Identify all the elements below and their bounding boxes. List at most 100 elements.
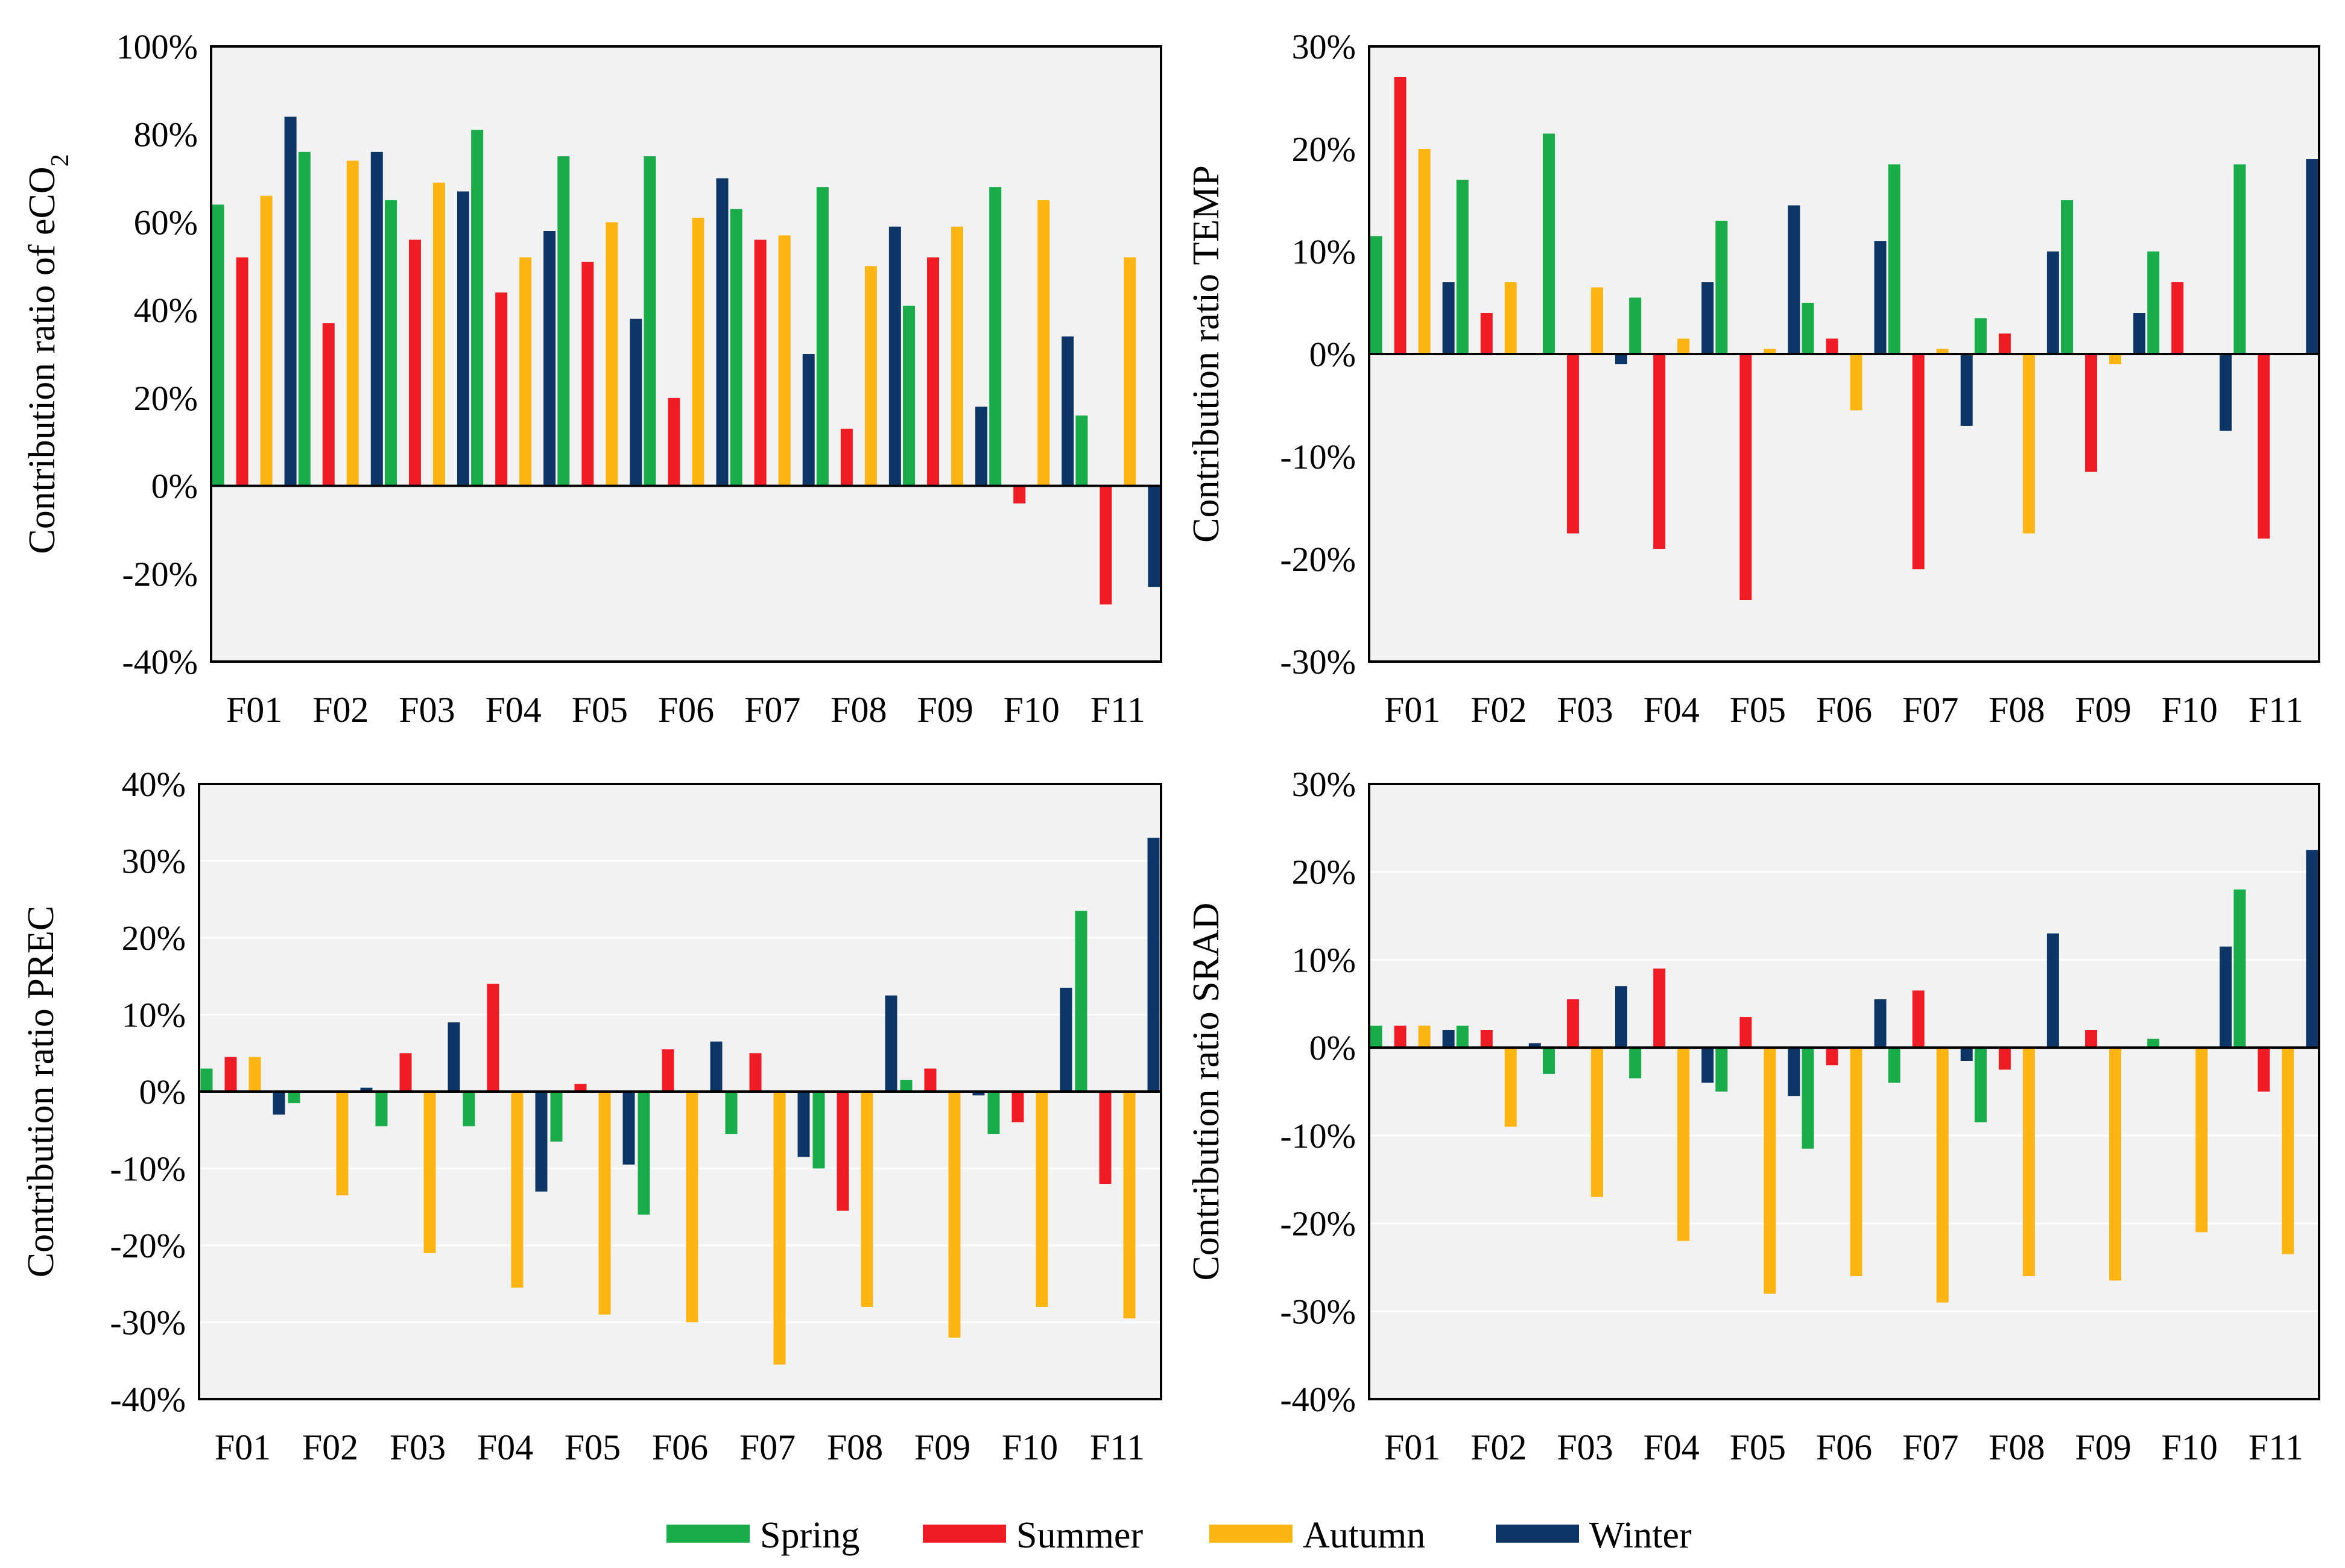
srad-xtick-label: F01 xyxy=(1384,1427,1440,1467)
srad-bar-summer-f06 xyxy=(1826,1048,1838,1066)
eco2-bar-summer-f11 xyxy=(1100,485,1112,605)
prec-plot-border xyxy=(198,783,1162,1400)
srad-plot-border xyxy=(1368,783,2320,1400)
prec-xtick-label: F01 xyxy=(215,1427,271,1467)
eco2-bar-winter-f05 xyxy=(630,318,642,486)
srad-xtick-label: F02 xyxy=(1470,1427,1527,1467)
temp-xtick-label: F10 xyxy=(2162,690,2218,730)
eco2-xtick-label: F05 xyxy=(572,690,628,730)
temp-bar-spring-f07 xyxy=(1888,164,1900,354)
prec-bar-autumn-f07 xyxy=(773,1092,786,1365)
prec-ytick-label: 10% xyxy=(122,996,186,1035)
eco2-xtick-label: F06 xyxy=(658,690,714,730)
prec-bar-spring-f04 xyxy=(463,1092,475,1127)
eco2-xtick-label: F09 xyxy=(917,690,973,730)
srad-bar-spring-f10 xyxy=(2147,1038,2160,1048)
srad-bar-spring-f02 xyxy=(1456,1025,1469,1048)
prec-bar-summer-f09 xyxy=(924,1068,937,1092)
prec-bar-spring-f05 xyxy=(550,1092,563,1142)
eco2-bar-spring-f10 xyxy=(989,187,1002,486)
prec-bar-winter-f06 xyxy=(710,1042,723,1092)
temp-ytick-label: 10% xyxy=(1292,232,1356,271)
temp-bar-winter-f04 xyxy=(1701,282,1714,354)
legend-swatch-summer xyxy=(923,1525,1006,1543)
temp-bar-spring-f01 xyxy=(1370,236,1382,354)
temp-bar-summer-f05 xyxy=(1739,354,1752,600)
srad-bar-spring-f05 xyxy=(1715,1048,1728,1092)
eco2-bar-winter-f02 xyxy=(370,151,383,486)
eco2-ylabel: Contribution ratio of eCO2 xyxy=(22,154,74,554)
temp-ylabel-text: Contribution ratio TEMP xyxy=(1186,165,1227,543)
prec-bar-autumn-f06 xyxy=(686,1092,698,1323)
eco2-ytick-label: 0% xyxy=(151,467,198,506)
srad-bar-spring-f08 xyxy=(1974,1048,1987,1122)
temp-bar-summer-f10 xyxy=(2171,282,2184,354)
srad-ytick-label: -20% xyxy=(1280,1204,1356,1244)
prec-xtick-label: F04 xyxy=(477,1427,533,1467)
legend-swatch-autumn xyxy=(1209,1525,1293,1543)
eco2-bar-spring-f04 xyxy=(471,130,484,486)
prec-xtick-label: F07 xyxy=(739,1427,796,1467)
temp-ytick-label: -10% xyxy=(1280,437,1356,476)
temp-xtick-label: F05 xyxy=(1730,690,1786,730)
legend-label-autumn: Autumn xyxy=(1303,1515,1425,1556)
temp-xtick-label: F03 xyxy=(1557,690,1613,730)
srad-bar-autumn-f08 xyxy=(2022,1048,2035,1276)
prec-ylabel-text: Contribution ratio PREC xyxy=(21,906,62,1278)
srad-bar-autumn-f05 xyxy=(1764,1048,1776,1294)
eco2-bar-winter-f06 xyxy=(716,178,729,486)
eco2-bar-spring-f02 xyxy=(298,151,311,486)
prec-bar-summer-f01 xyxy=(224,1057,237,1092)
prec-bar-summer-f11 xyxy=(1099,1092,1112,1184)
prec-bar-autumn-f01 xyxy=(248,1057,261,1092)
eco2-bar-winter-f03 xyxy=(457,191,469,486)
prec-xtick-label: F11 xyxy=(1090,1427,1145,1467)
prec-ytick-label: 20% xyxy=(122,918,186,958)
srad-bar-autumn-f01 xyxy=(1418,1025,1431,1048)
temp-bar-spring-f09 xyxy=(2061,200,2074,354)
eco2-plot-border xyxy=(210,45,1162,663)
temp-bar-summer-f07 xyxy=(1912,354,1925,569)
eco2-ytick-label: 40% xyxy=(134,291,198,330)
chart-srad: -40% -30% -20% -10% 0% 10% 20% 30% F01 F02 F03 F04 F… xyxy=(1186,765,2320,1467)
srad-bar-winter-f04 xyxy=(1701,1048,1714,1083)
eco2-bar-spring-f05 xyxy=(557,156,570,486)
prec-bar-summer-f07 xyxy=(749,1053,762,1092)
eco2-bar-autumn-f02 xyxy=(346,160,359,486)
legend-label-winter: Winter xyxy=(1589,1515,1692,1556)
temp-bar-summer-f09 xyxy=(2085,354,2098,472)
prec-ytick-label: 40% xyxy=(122,765,186,804)
eco2-bar-autumn-f08 xyxy=(864,266,877,486)
temp-bar-autumn-f02 xyxy=(1504,282,1517,354)
eco2-bar-spring-f03 xyxy=(384,200,397,486)
eco2-xtick-label: F03 xyxy=(399,690,455,730)
prec-bar-summer-f05 xyxy=(574,1084,587,1092)
temp-bar-summer-f06 xyxy=(1826,338,1838,354)
srad-ytick-label: 10% xyxy=(1292,940,1356,979)
temp-xtick-label: F09 xyxy=(2075,690,2131,730)
temp-bar-spring-f04 xyxy=(1629,297,1642,354)
temp-bar-spring-f02 xyxy=(1456,180,1469,354)
temp-bar-winter-f01 xyxy=(1442,282,1455,354)
srad-bar-spring-f04 xyxy=(1629,1048,1642,1079)
eco2-ytick-label: 20% xyxy=(134,379,198,418)
srad-ytick-label: 20% xyxy=(1292,853,1356,892)
temp-plot-border xyxy=(1368,45,2320,663)
eco2-xtick-label: F02 xyxy=(312,690,369,730)
eco2-bar-autumn-f07 xyxy=(778,235,791,486)
srad-xtick-label: F10 xyxy=(2162,1427,2218,1467)
eco2-bar-autumn-f06 xyxy=(692,218,704,486)
eco2-ylabel-text: Contribution ratio of eCO xyxy=(22,166,63,554)
prec-bar-spring-f03 xyxy=(375,1092,388,1127)
temp-bar-summer-f03 xyxy=(1566,354,1579,534)
eco2-bar-summer-f07 xyxy=(754,239,767,486)
temp-xtick-label: F02 xyxy=(1470,690,1527,730)
srad-ytick-label: -40% xyxy=(1280,1380,1356,1419)
eco2-xtick-label: F04 xyxy=(485,690,541,730)
temp-bar-spring-f05 xyxy=(1715,221,1728,354)
eco2-bar-winter-f10 xyxy=(1062,336,1074,486)
prec-bar-autumn-f08 xyxy=(861,1092,873,1307)
eco2-xtick-label: F10 xyxy=(1004,690,1060,730)
prec-bar-winter-f03 xyxy=(448,1022,460,1092)
eco2-ytick-label: -20% xyxy=(122,554,198,593)
